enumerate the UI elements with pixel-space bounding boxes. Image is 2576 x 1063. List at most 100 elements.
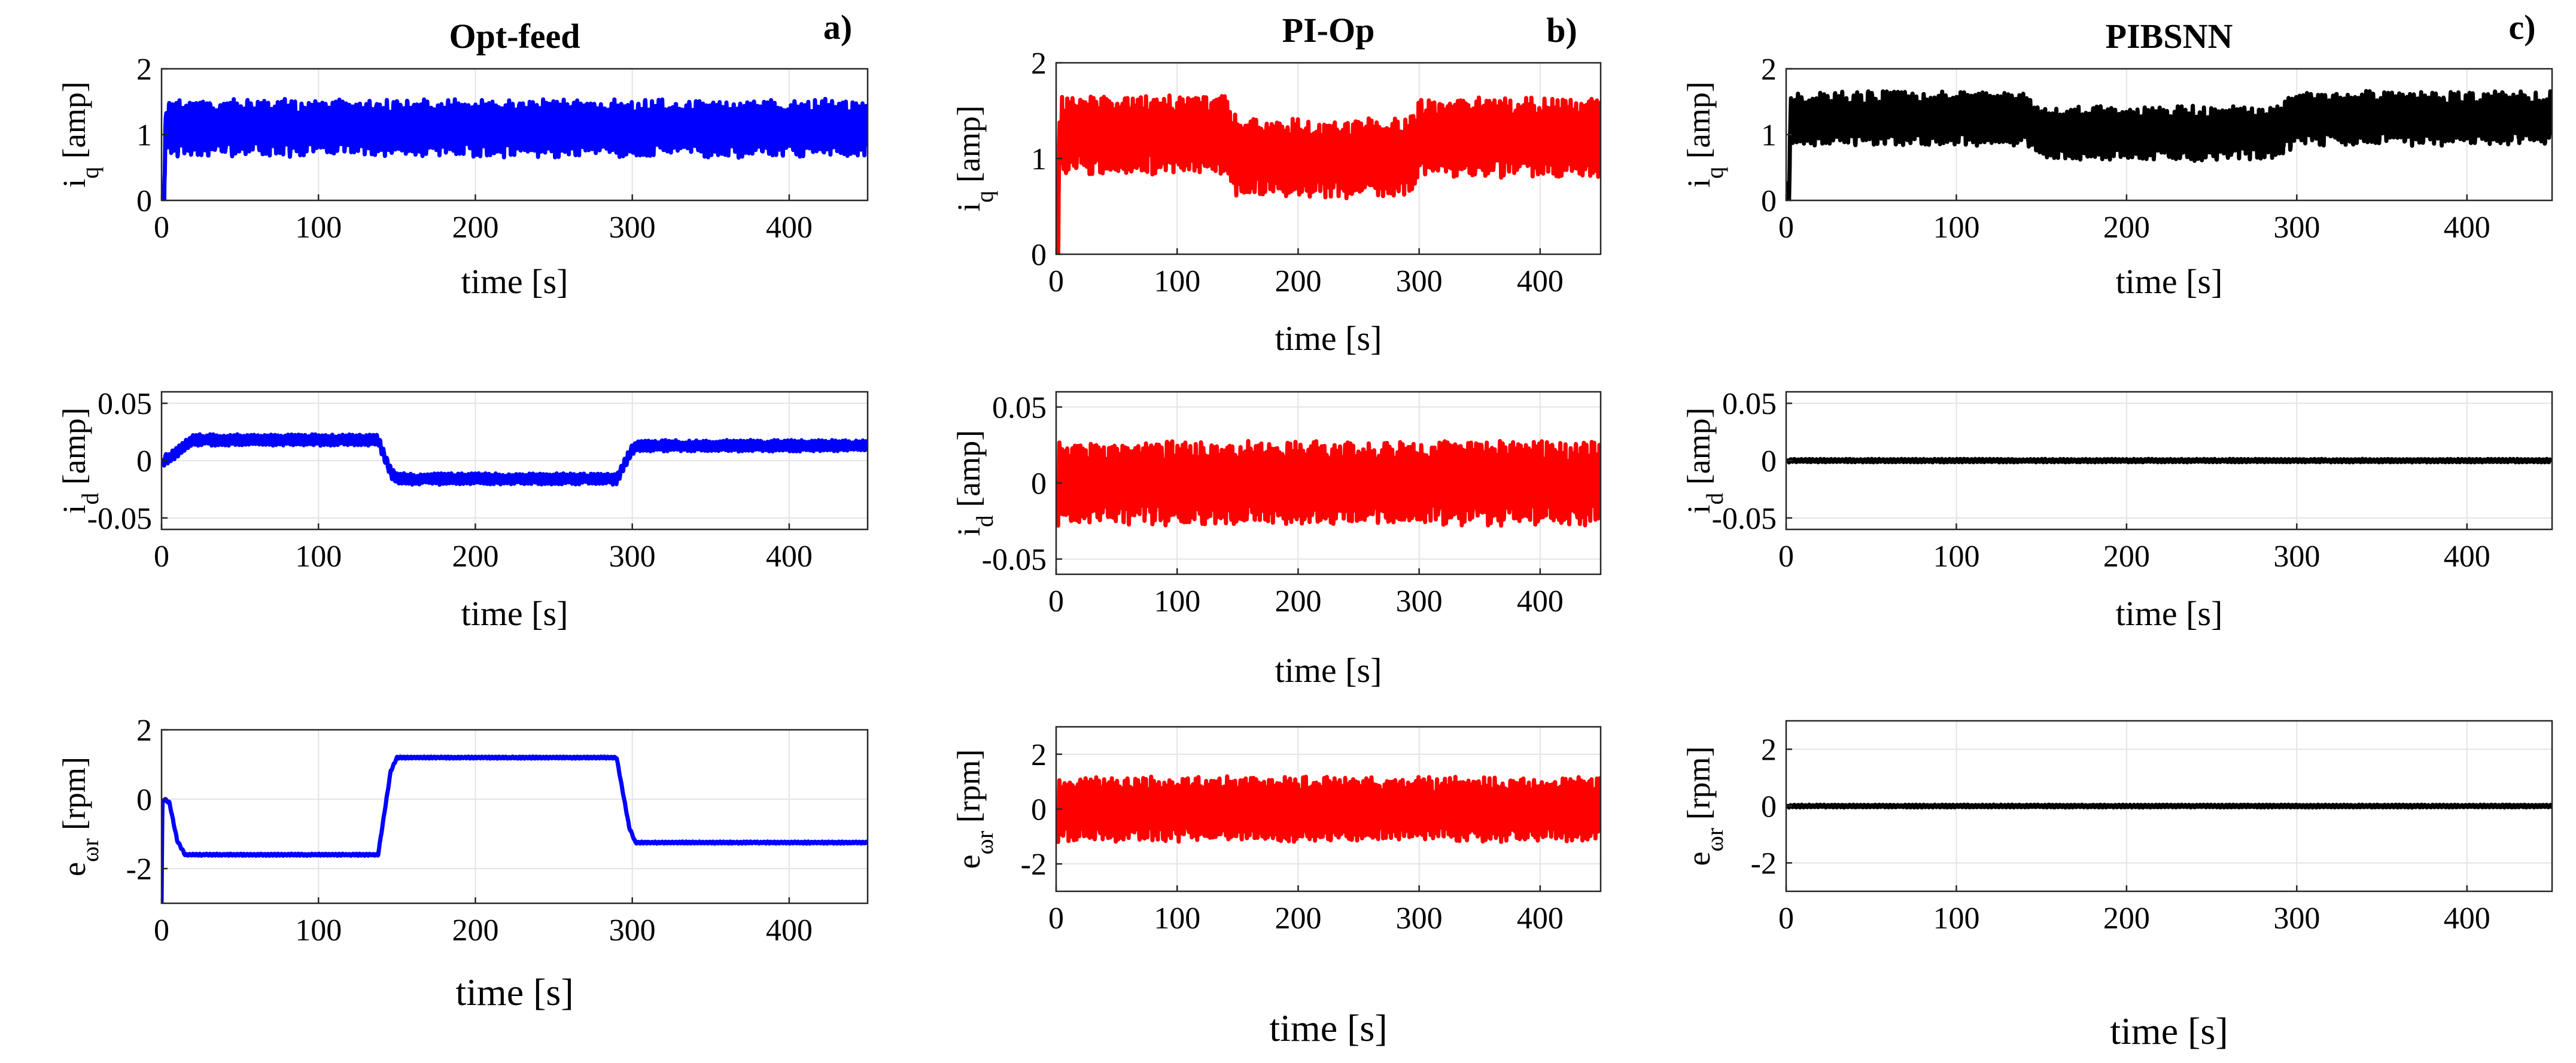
y-tick-label: 0 [1031,467,1047,501]
x-axis-label: time [s] [1269,1007,1387,1049]
x-tick-label: 100 [295,913,342,948]
x-tick-label: 0 [1048,264,1064,299]
x-tick-label: 0 [154,913,169,948]
y-tick-label: 2 [1761,53,1777,87]
chart-panel-1: 0 100 200 300 400 0 1 2 time [s] iq [amp] Opt-feed… [56,8,869,301]
y-tick-label: -0.05 [982,543,1047,577]
x-tick-label: 100 [1933,901,1979,936]
panel-title: PI-Op [1282,11,1375,50]
y-tick-label: 2 [1761,733,1777,767]
x-tick-label: 300 [2273,540,2320,574]
y-tick-label: 0 [136,444,152,479]
x-tick-label: 200 [1275,264,1321,299]
x-tick-label: 300 [1396,901,1443,936]
x-tick-label: 200 [1275,584,1321,619]
x-tick-label: 200 [452,211,498,245]
x-tick-label: 0 [1778,211,1794,245]
x-tick-label: 0 [1048,584,1064,619]
x-axis-label: time [s] [461,262,568,301]
y-tick-label: 0.05 [98,387,152,421]
x-tick-label: 300 [609,540,656,574]
x-axis-label: time [s] [1275,651,1382,690]
series-line [1056,438,1601,528]
y-tick-label: -2 [1021,848,1047,882]
x-tick-label: 300 [1396,584,1443,619]
panel-label: b) [1546,11,1577,50]
series-line [162,754,868,903]
y-tick-label: 0.05 [992,391,1047,425]
series-line [1786,456,2552,465]
y-tick-label: 2 [1031,47,1047,81]
x-tick-label: 100 [1154,901,1200,936]
y-axis-label: id [amp] [951,430,998,536]
y-axis-label: eωr [rpm] [1681,746,1728,866]
x-tick-label: 200 [452,540,498,574]
x-tick-label: 400 [2444,540,2490,574]
x-tick-label: 100 [295,540,342,574]
series-line [1056,774,1601,844]
x-tick-label: 300 [609,913,656,948]
x-tick-label: 400 [1517,901,1564,936]
y-tick-label: 0.05 [1722,387,1777,421]
y-tick-label: 0 [136,783,152,817]
x-tick-label: 200 [2103,540,2150,574]
y-axis-label: iq [amp] [1681,81,1728,187]
y-tick-label: -2 [126,852,152,887]
x-tick-label: 400 [766,540,813,574]
chart-panel-7: 0 100 200 300 400 0 1 2 time [s] iq [amp] PIBSNN c) [1681,8,2553,301]
x-tick-label: 400 [1517,584,1564,619]
x-tick-label: 100 [1933,540,1979,574]
x-tick-label: 300 [2273,211,2320,245]
series-line [1786,802,2552,810]
y-tick-label: 2 [136,714,152,748]
y-axis-label: id [amp] [56,407,104,513]
x-tick-label: 0 [1778,540,1794,574]
y-axis-label: iq [amp] [56,81,104,187]
panel-title: PIBSNN [2106,17,2233,56]
series-line [1786,89,2552,200]
x-tick-label: 0 [1048,901,1064,936]
x-tick-label: 200 [1275,901,1321,936]
x-tick-label: 200 [452,913,498,948]
y-axis-label: eωr [rpm] [56,757,104,876]
y-tick-label: 1 [1031,142,1047,176]
y-tick-label: 0 [1761,444,1777,479]
y-axis-label: eωr [rpm] [951,749,998,869]
y-tick-label: 0 [136,184,152,218]
x-axis-label: time [s] [1275,319,1382,358]
axes-frame [160,729,869,904]
y-tick-label: -2 [1751,847,1777,881]
y-tick-label: -0.05 [1712,502,1777,536]
y-tick-label: 0 [1031,238,1047,272]
x-tick-label: 400 [766,913,813,948]
x-axis-label: time [s] [455,971,573,1013]
x-tick-label: 300 [609,211,656,245]
panel-label: a) [823,8,852,47]
x-tick-label: 400 [2444,211,2490,245]
x-tick-label: 0 [1778,901,1794,936]
x-axis-label: time [s] [461,594,568,633]
x-tick-label: 200 [2103,901,2150,936]
x-tick-label: 100 [1154,584,1200,619]
x-tick-label: 100 [1933,211,1979,245]
x-tick-label: 100 [295,211,342,245]
x-axis-label: time [s] [2116,594,2223,633]
y-axis-label: iq [amp] [951,105,998,211]
x-tick-label: 300 [1396,264,1443,299]
x-tick-label: 400 [2444,901,2490,936]
y-tick-label: 2 [136,53,152,87]
y-tick-label: -0.05 [87,502,152,536]
panel-title: Opt-feed [449,17,580,56]
chart-panel-4: 0 100 200 300 400 0 1 2 time [s] iq [amp] PI-Op b) [951,11,1602,358]
x-axis-label: time [s] [2116,262,2223,301]
series-line [1056,93,1601,254]
y-tick-label: 2 [1031,738,1047,772]
x-tick-label: 0 [154,540,169,574]
